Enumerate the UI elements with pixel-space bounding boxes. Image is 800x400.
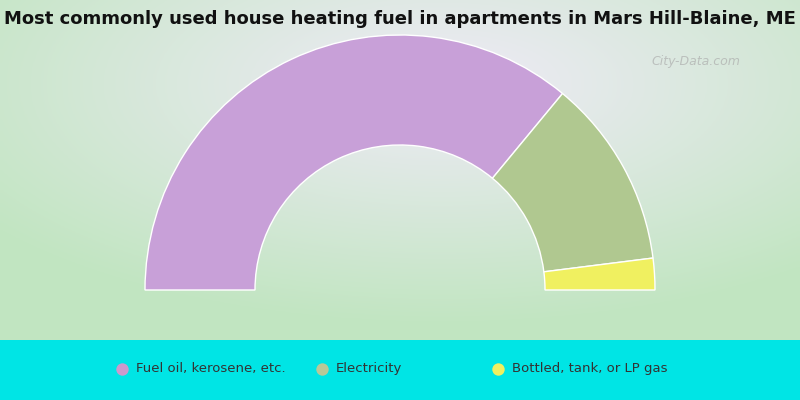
Point bbox=[491, 366, 504, 372]
Text: City-Data.com: City-Data.com bbox=[651, 55, 741, 68]
Text: Most commonly used house heating fuel in apartments in Mars Hill-Blaine, ME: Most commonly used house heating fuel in… bbox=[4, 10, 796, 28]
Wedge shape bbox=[145, 35, 562, 290]
Wedge shape bbox=[544, 258, 655, 290]
Point bbox=[115, 366, 128, 372]
Text: Bottled, tank, or LP gas: Bottled, tank, or LP gas bbox=[512, 362, 667, 375]
Wedge shape bbox=[493, 94, 653, 272]
Text: Fuel oil, kerosene, etc.: Fuel oil, kerosene, etc. bbox=[136, 362, 286, 375]
Text: Electricity: Electricity bbox=[336, 362, 402, 375]
Point bbox=[315, 366, 328, 372]
